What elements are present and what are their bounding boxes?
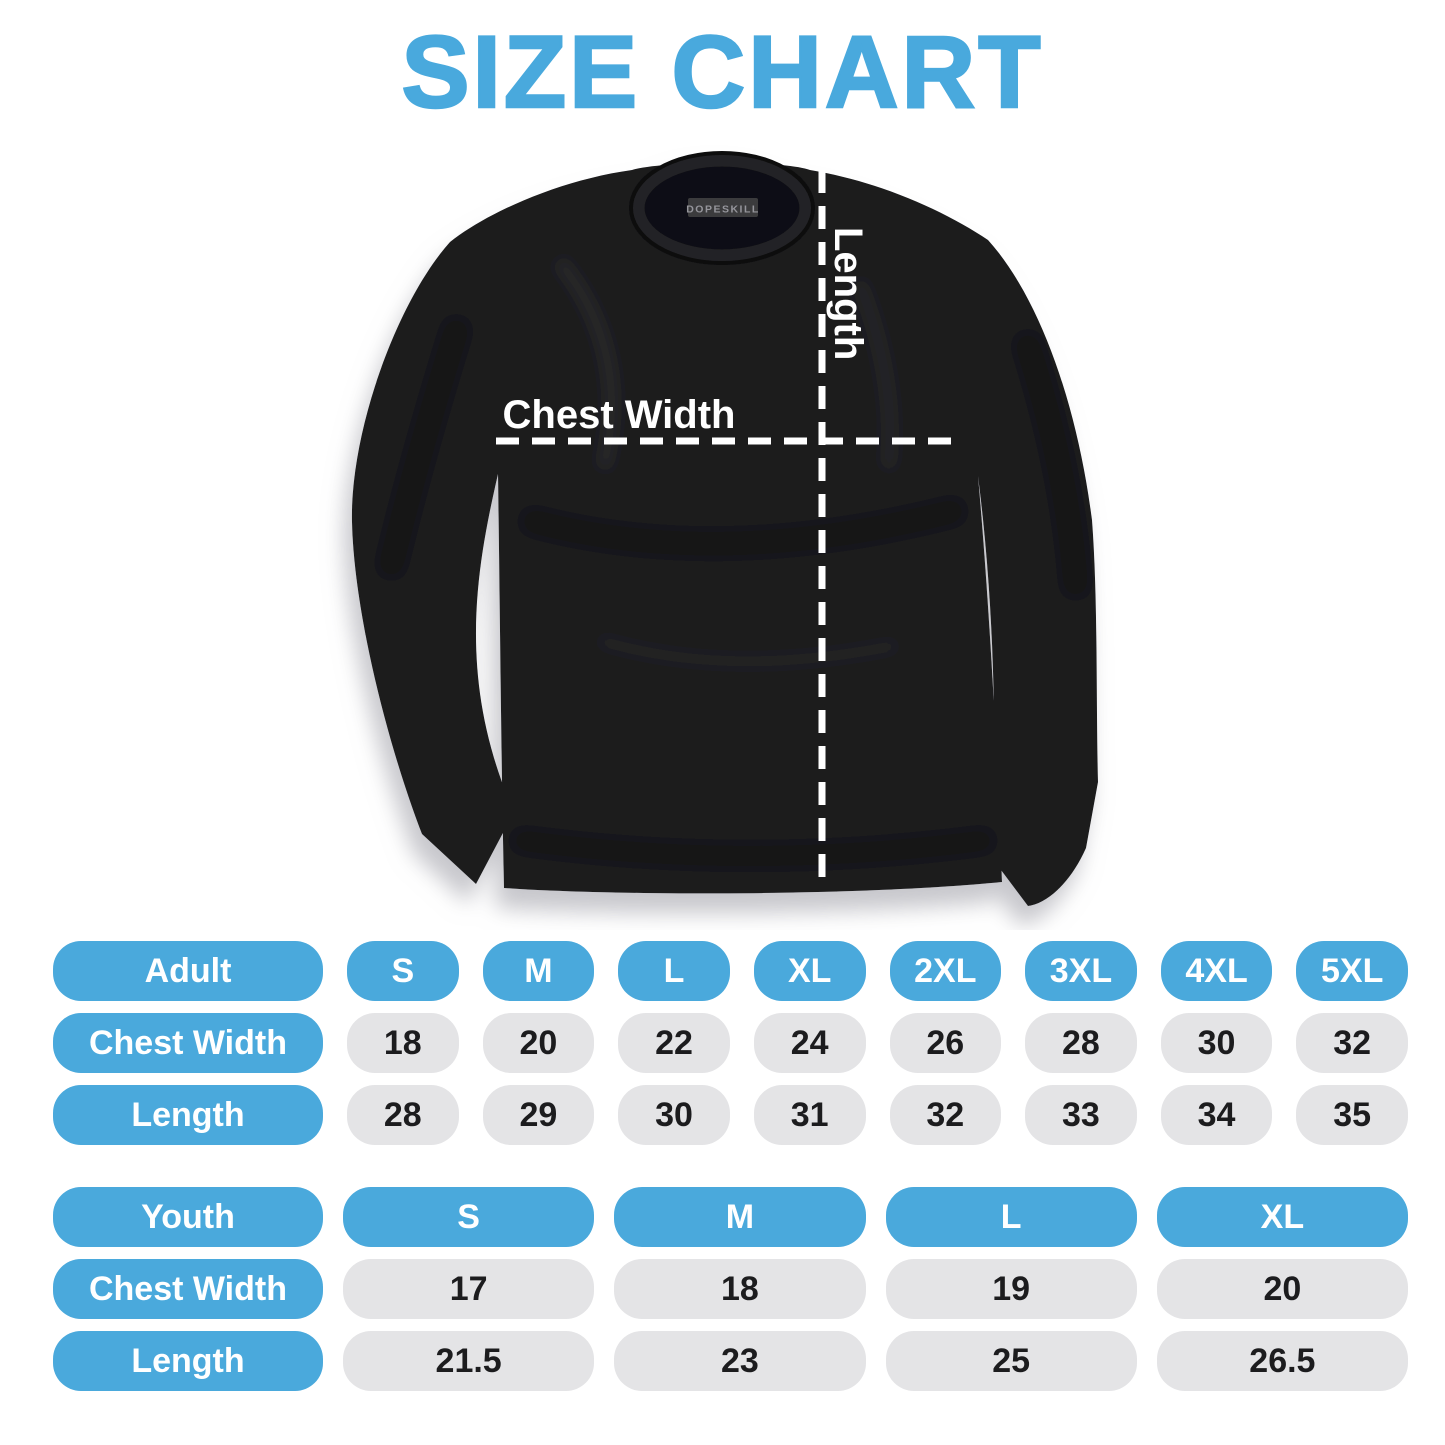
measurement-guides: Chest Width Length <box>496 170 954 886</box>
adult-value-cell: 35 <box>1296 1085 1408 1145</box>
adult-row-label-pill: Length <box>53 1085 323 1145</box>
adult-row-label-pill: Chest Width <box>53 1013 323 1073</box>
adult-header-l-pill: L <box>618 941 730 1001</box>
adult-value-cell: 22 <box>618 1013 730 1073</box>
adult-header-label: Adult <box>53 941 323 1001</box>
youth-value-cell: 25 <box>885 1331 1137 1391</box>
adult-value-cell: 20 <box>482 1013 595 1073</box>
adult-value-cell: 24 <box>753 1013 866 1073</box>
adult-value-cell: 28 <box>1025 1013 1137 1073</box>
collar-brand-tag <box>688 198 758 217</box>
adult-length-row: Length 28 29 30 31 32 33 34 35 <box>53 1085 1408 1145</box>
collar: DOPESKILL <box>629 151 815 265</box>
adult-value-cell: 32 <box>1296 1013 1408 1073</box>
youth-value-cell: 26.5 <box>1156 1331 1408 1391</box>
youth-value-cell: 20 <box>1156 1259 1408 1319</box>
adult-header-xl-pill: XL <box>753 941 866 1001</box>
youth-header-s-pill: S <box>343 1187 595 1247</box>
youth-value-cell: 19 <box>885 1259 1137 1319</box>
collar-brand-label: DOPESKILL <box>686 204 760 216</box>
adult-header-row: Adult S M L XL 2XL 3XL 4XL 5XL <box>53 941 1408 1001</box>
youth-value-cell: 21.5 <box>343 1331 595 1391</box>
page-title: SIZE CHART <box>400 14 1044 131</box>
adult-header-3xl-pill: 3XL <box>1025 941 1137 1001</box>
adult-header-2xl-pill: 2XL <box>889 941 1002 1001</box>
shirt-illustration: DOPESKILL Chest Width Length <box>351 151 1098 907</box>
adult-value-cell: 28 <box>347 1085 459 1145</box>
youth-value-cell: 17 <box>343 1259 595 1319</box>
youth-length-row: Length 21.5 23 25 26.5 <box>53 1331 1408 1391</box>
length-label: Length <box>826 227 870 360</box>
adult-value-cell: 29 <box>482 1085 595 1145</box>
adult-value-cell: 18 <box>347 1013 459 1073</box>
youth-row-label-pill: Chest Width <box>53 1259 323 1319</box>
youth-row-label-pill: Length <box>53 1331 323 1391</box>
adult-header-4xl-pill: 4XL <box>1160 941 1273 1001</box>
chest-width-label: Chest Width <box>503 393 736 437</box>
adult-value-cell: 34 <box>1160 1085 1273 1145</box>
shirt-size-diagram: DOPESKILL Chest Width Length <box>298 140 1148 930</box>
adult-value-cell: 33 <box>1025 1085 1137 1145</box>
shirt-silhouette: DOPESKILL <box>351 151 1098 907</box>
adult-header-5xl-pill: 5XL <box>1296 941 1408 1001</box>
youth-header-m-pill: M <box>614 1187 866 1247</box>
adult-header-m-pill: M <box>482 941 595 1001</box>
adult-chest-width-row: Chest Width 18 20 22 24 26 28 30 32 <box>53 1013 1408 1073</box>
adult-value-cell: 30 <box>1160 1013 1273 1073</box>
youth-header-l-pill: L <box>885 1187 1137 1247</box>
youth-header-row: Youth S M L XL <box>53 1187 1408 1247</box>
youth-size-table: Youth S M L XL Chest Width 17 18 19 20 Length 21.5 2… <box>53 1187 1408 1403</box>
adult-value-cell: 31 <box>753 1085 866 1145</box>
adult-header-s-pill: S <box>347 941 459 1001</box>
adult-value-cell: 26 <box>889 1013 1002 1073</box>
adult-size-table: Adult S M L XL 2XL 3XL 4XL 5XL Chest Width 18 20 22 2… <box>53 941 1408 1157</box>
adult-value-cell: 32 <box>889 1085 1002 1145</box>
youth-value-cell: 23 <box>614 1331 866 1391</box>
adult-value-cell: 30 <box>618 1085 730 1145</box>
youth-header-label: Youth <box>53 1187 323 1247</box>
youth-chest-width-row: Chest Width 17 18 19 20 <box>53 1259 1408 1319</box>
youth-value-cell: 18 <box>614 1259 866 1319</box>
youth-header-xl-pill: XL <box>1156 1187 1408 1247</box>
